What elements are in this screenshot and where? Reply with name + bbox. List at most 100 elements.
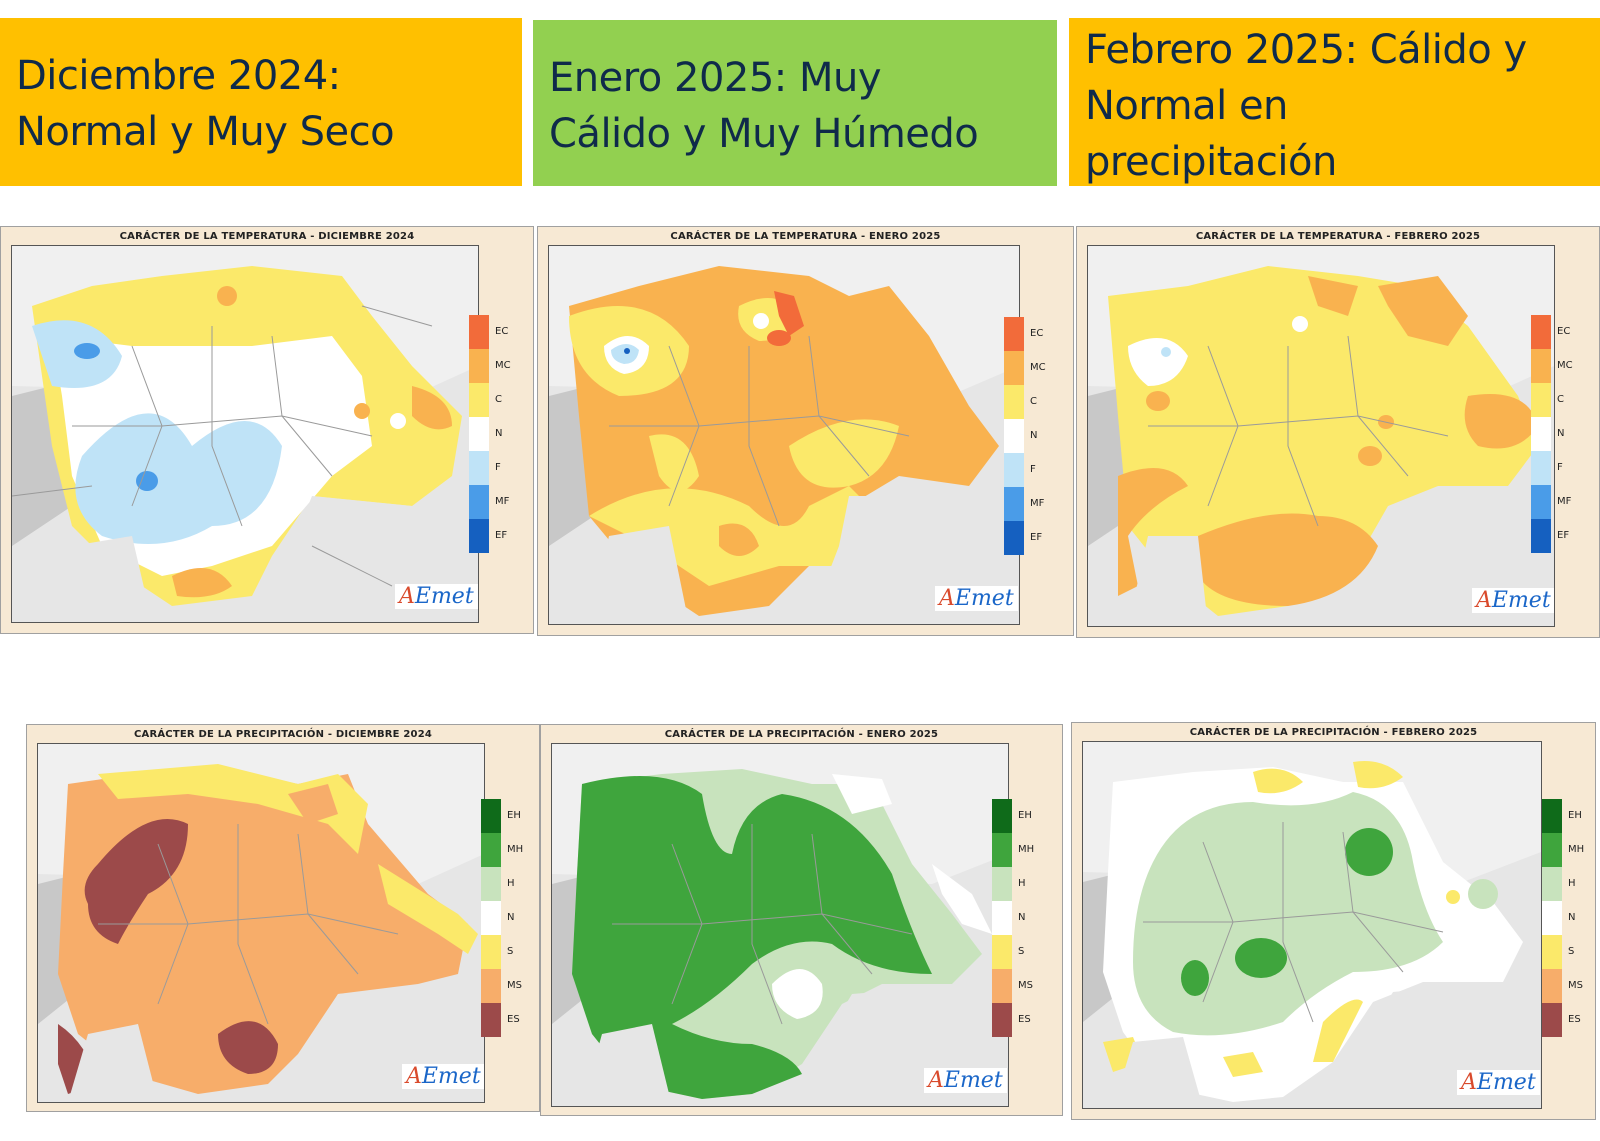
legend-temperature: EC MC C N F MF EF <box>1004 317 1066 555</box>
panel-title: CARÁCTER DE LA PRECIPITACIÓN - FEBRERO 2… <box>1189 727 1478 738</box>
legend-item: C <box>1531 383 1593 417</box>
legend-item: ES <box>1542 1003 1600 1037</box>
legend-item: N <box>992 901 1054 935</box>
legend-item: MS <box>1542 969 1600 1003</box>
legend-swatch <box>992 901 1012 935</box>
legend-swatch <box>1542 1003 1562 1037</box>
legend-item: N <box>481 901 543 935</box>
legend-swatch <box>469 349 489 383</box>
legend-swatch <box>469 451 489 485</box>
legend-item: F <box>469 451 531 485</box>
legend-swatch <box>469 519 489 553</box>
banner-line: Normal en <box>1085 83 1288 129</box>
legend-item: MC <box>1531 349 1593 383</box>
legend-item: EC <box>1004 317 1066 351</box>
legend-item: H <box>1542 867 1600 901</box>
aemet-logo: AEmet <box>935 586 1018 611</box>
legend-swatch <box>469 315 489 349</box>
legend-swatch <box>481 1003 501 1037</box>
aemet-logo: AEmet <box>1472 588 1554 613</box>
legend-precipitation: EH MH H N S MS ES <box>1542 799 1600 1037</box>
banner-line: Febrero 2025: Cálido y <box>1085 27 1527 73</box>
legend-swatch <box>1531 485 1551 519</box>
legend-item: MF <box>1004 487 1066 521</box>
legend-precipitation: EH MH H N S MS ES <box>992 799 1054 1037</box>
legend-item: MH <box>1542 833 1600 867</box>
temperature-map-january: CARÁCTER DE LA TEMPERATURA - ENERO 2025 <box>537 226 1074 636</box>
panel-title: CARÁCTER DE LA PRECIPITACIÓN - DICIEMBRE… <box>133 729 433 740</box>
legend-item: H <box>481 867 543 901</box>
map-area: AEmet <box>1087 245 1555 627</box>
legend-item: F <box>1531 451 1593 485</box>
legend-item: MH <box>992 833 1054 867</box>
legend-swatch <box>1531 383 1551 417</box>
legend-swatch <box>1542 969 1562 1003</box>
temperature-map-december: CARÁCTER DE LA TEMPERATURA - DICIEMBRE 2… <box>0 226 534 634</box>
legend-swatch <box>481 833 501 867</box>
legend-item: EH <box>992 799 1054 833</box>
legend-item: MC <box>1004 351 1066 385</box>
legend-swatch <box>469 485 489 519</box>
legend-item: H <box>992 867 1054 901</box>
legend-item: C <box>469 383 531 417</box>
legend-item: EH <box>1542 799 1600 833</box>
banner-january-2025: Enero 2025: Muy Cálido y Muy Húmedo <box>533 20 1057 186</box>
legend-item: EC <box>469 315 531 349</box>
aemet-logo: AEmet <box>402 1064 484 1089</box>
legend-item: EF <box>1531 519 1593 553</box>
legend-item: EF <box>469 519 531 553</box>
banner-line: Cálido y Muy Húmedo <box>549 111 979 157</box>
precipitation-map-december: CARÁCTER DE LA PRECIPITACIÓN - DICIEMBRE… <box>26 724 540 1112</box>
panel-title: CARÁCTER DE LA TEMPERATURA - FEBRERO 202… <box>1195 231 1481 242</box>
legend-item: EC <box>1531 315 1593 349</box>
legend-item: EF <box>1004 521 1066 555</box>
legend-swatch <box>481 799 501 833</box>
legend-item: N <box>1004 419 1066 453</box>
legend-item: N <box>1542 901 1600 935</box>
panel-title: CARÁCTER DE LA TEMPERATURA - ENERO 2025 <box>670 231 941 242</box>
legend-swatch <box>1542 867 1562 901</box>
banner-line: precipitación <box>1085 139 1337 185</box>
legend-item: ES <box>481 1003 543 1037</box>
legend-item: S <box>1542 935 1600 969</box>
legend-swatch <box>992 833 1012 867</box>
precipitation-map-february: CARÁCTER DE LA PRECIPITACIÓN - FEBRERO 2… <box>1071 722 1596 1120</box>
banner-december-2024: Diciembre 2024: Normal y Muy Seco <box>0 18 522 186</box>
legend-swatch <box>481 867 501 901</box>
map-area: AEmet <box>11 245 479 623</box>
legend-swatch <box>1542 833 1562 867</box>
legend-swatch <box>481 935 501 969</box>
legend-item: EH <box>481 799 543 833</box>
legend-swatch <box>469 417 489 451</box>
legend-swatch <box>1531 519 1551 553</box>
legend-swatch <box>992 799 1012 833</box>
legend-item: N <box>1531 417 1593 451</box>
legend-swatch <box>1542 799 1562 833</box>
precipitation-map-january: CARÁCTER DE LA PRECIPITACIÓN - ENERO 202… <box>540 724 1063 1116</box>
legend-swatch <box>992 969 1012 1003</box>
legend-swatch <box>992 1003 1012 1037</box>
legend-item: C <box>1004 385 1066 419</box>
legend-swatch <box>469 383 489 417</box>
panel-title: CARÁCTER DE LA PRECIPITACIÓN - ENERO 202… <box>664 729 939 740</box>
legend-swatch <box>1542 901 1562 935</box>
legend-swatch <box>1004 453 1024 487</box>
legend-item: MS <box>481 969 543 1003</box>
legend-item: MC <box>469 349 531 383</box>
legend-swatch <box>1004 351 1024 385</box>
map-area: AEmet <box>548 245 1020 625</box>
legend-swatch <box>1531 349 1551 383</box>
aemet-logo: AEmet <box>1457 1070 1540 1095</box>
banner-line: Diciembre 2024: <box>16 53 341 99</box>
legend-precipitation: EH MH H N S MS ES <box>481 799 543 1037</box>
legend-swatch <box>1531 315 1551 349</box>
map-area: AEmet <box>551 743 1009 1107</box>
legend-item: MS <box>992 969 1054 1003</box>
legend-swatch <box>1531 451 1551 485</box>
legend-item: ES <box>992 1003 1054 1037</box>
banner-february-2025: Febrero 2025: Cálido y Normal en precipi… <box>1069 18 1600 186</box>
legend-item: N <box>469 417 531 451</box>
legend-swatch <box>481 901 501 935</box>
legend-swatch <box>1004 521 1024 555</box>
legend-item: S <box>992 935 1054 969</box>
